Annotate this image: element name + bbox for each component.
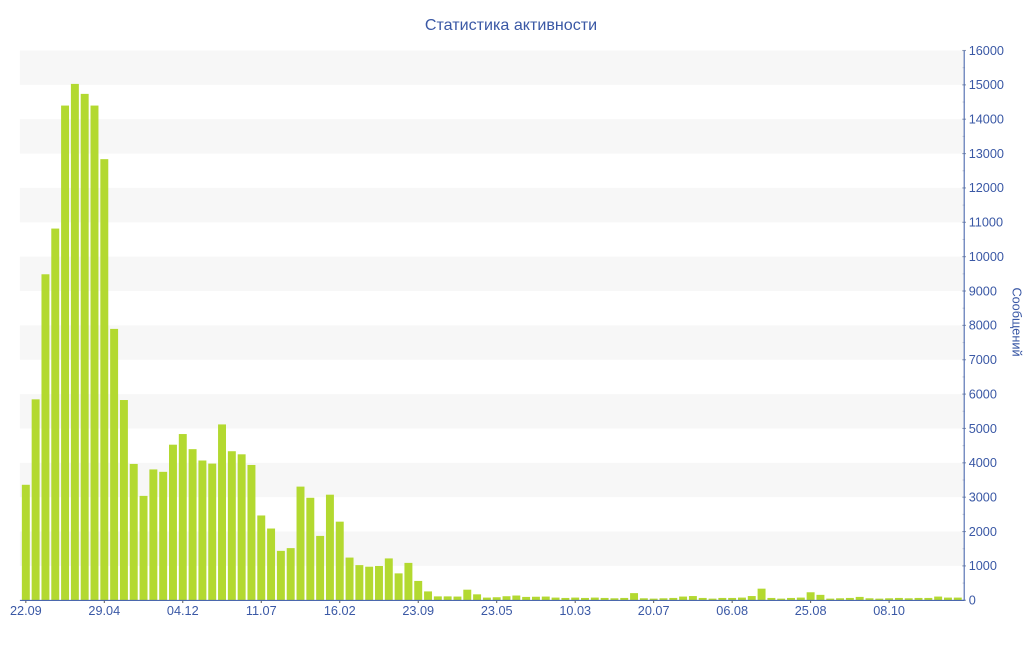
svg-text:06.08: 06.08 — [716, 604, 748, 618]
svg-text:04.12: 04.12 — [167, 604, 199, 618]
svg-text:12000: 12000 — [969, 181, 1004, 195]
svg-text:14000: 14000 — [969, 113, 1004, 127]
svg-text:08.10: 08.10 — [873, 604, 905, 618]
svg-text:4000: 4000 — [969, 456, 997, 470]
svg-text:25.08: 25.08 — [795, 604, 827, 618]
svg-text:23.09: 23.09 — [402, 604, 434, 618]
svg-text:1000: 1000 — [969, 559, 997, 573]
svg-text:16.02: 16.02 — [324, 604, 356, 618]
svg-text:29.04: 29.04 — [88, 604, 120, 618]
svg-text:11.07: 11.07 — [246, 604, 277, 618]
svg-text:5000: 5000 — [969, 422, 997, 436]
svg-text:11000: 11000 — [969, 216, 1003, 230]
svg-text:15000: 15000 — [969, 78, 1004, 92]
svg-text:10000: 10000 — [969, 250, 1004, 264]
svg-text:2000: 2000 — [969, 525, 997, 539]
svg-text:3000: 3000 — [969, 490, 997, 504]
svg-text:7000: 7000 — [969, 353, 997, 367]
svg-text:20.07: 20.07 — [638, 604, 670, 618]
svg-text:0: 0 — [969, 594, 976, 608]
svg-text:Сообщений: Сообщений — [1010, 287, 1024, 356]
svg-text:10.03: 10.03 — [559, 604, 591, 618]
svg-text:Статистика активности: Статистика активности — [425, 16, 597, 34]
svg-text:6000: 6000 — [969, 387, 997, 401]
svg-text:9000: 9000 — [969, 284, 997, 298]
svg-text:8000: 8000 — [969, 319, 997, 333]
svg-text:16000: 16000 — [969, 44, 1004, 58]
svg-text:22.09: 22.09 — [10, 604, 42, 618]
svg-text:23.05: 23.05 — [481, 604, 513, 618]
svg-text:13000: 13000 — [969, 147, 1004, 161]
